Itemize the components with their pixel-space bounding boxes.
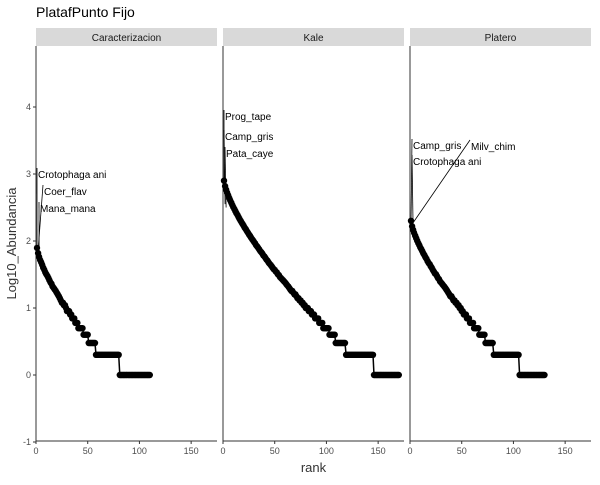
x-tick-label: 0 (33, 446, 38, 456)
facet-strip-label: Kale (303, 33, 323, 44)
abundance-line (224, 181, 399, 375)
data-point (92, 340, 98, 346)
y-tick-label: 4 (26, 102, 31, 112)
annotation-label: Mana_mana (40, 204, 96, 215)
data-point (332, 332, 338, 338)
annotation-leader (412, 140, 470, 224)
panel-kale: Kale 0 50 100 150 Prog_tape Camp_gris Pata_caye (220, 28, 404, 456)
annotation-label: Crotophaga ani (413, 157, 481, 168)
data-point (85, 332, 91, 338)
panel-platero: Platero 0 50 100 150 Camp_gris Milv_chim Crotop… (407, 28, 591, 456)
annotation-label: Milv_chim (471, 142, 515, 153)
x-tick-label: 100 (132, 446, 147, 456)
data-point (79, 325, 85, 331)
annotation-label: Coer_flav (44, 187, 87, 198)
annotation-label: Pata_caye (226, 149, 274, 160)
x-tick-label: 100 (506, 446, 521, 456)
y-tick-label: 1 (26, 303, 31, 313)
x-tick-label: 50 (83, 446, 93, 456)
data-point (342, 340, 348, 346)
data-point (147, 372, 153, 378)
y-axis-title: Log10_Abundancia (4, 187, 19, 300)
annotation-label: Camp_gris (225, 132, 273, 143)
facet-strip-label: Caracterizacion (92, 33, 161, 44)
annotation-label: Crotophaga ani (38, 170, 106, 181)
data-point (325, 325, 331, 331)
x-axis-title: rank (301, 460, 327, 475)
y-tick-label: 3 (26, 169, 31, 179)
panel-caracterizacion: Caracterizacion 0 50 100 150 Crotophaga ani Co… (33, 28, 217, 456)
x-tick-label: 100 (319, 446, 334, 456)
data-point (515, 352, 521, 358)
annotation-leader (411, 139, 412, 221)
facet-strip-label: Platero (485, 33, 517, 44)
data-point (396, 372, 402, 378)
x-tick-label: 150 (558, 446, 573, 456)
x-tick-label: 150 (371, 446, 386, 456)
chart-title: PlatafPunto Fijo (36, 4, 135, 20)
y-tick-label: 0 (26, 370, 31, 380)
x-tick-label: 50 (270, 446, 280, 456)
data-point (116, 352, 122, 358)
x-tick-label: 0 (407, 446, 412, 456)
data-point (475, 325, 481, 331)
data-point (490, 340, 496, 346)
data-point (370, 352, 376, 358)
abundance-line (411, 221, 545, 375)
data-point (481, 332, 487, 338)
y-tick-label: 2 (26, 236, 31, 246)
y-tick-label: -1 (23, 437, 31, 447)
annotation-label: Camp_gris (413, 141, 461, 152)
x-tick-label: 50 (457, 446, 467, 456)
annotation-label: Prog_tape (225, 112, 272, 123)
data-point (541, 372, 547, 378)
x-tick-label: 150 (184, 446, 199, 456)
x-tick-label: 0 (220, 446, 225, 456)
